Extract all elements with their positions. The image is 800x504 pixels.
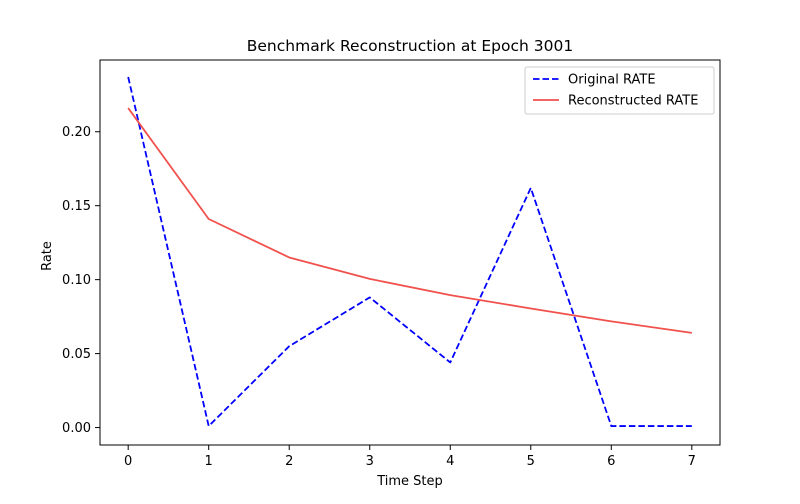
series-line-1	[127, 107, 692, 334]
x-tick-label-3: 3	[366, 454, 374, 469]
legend-label-0: Original RATE	[568, 73, 656, 88]
x-tick-label-1: 1	[205, 454, 213, 469]
series-line-0	[127, 76, 692, 427]
x-tick-label-2: 2	[285, 454, 293, 469]
y-tick-label-4: 0.20	[62, 125, 91, 140]
x-axis-label: Time Step	[376, 474, 443, 489]
legend-box	[524, 66, 715, 115]
x-tick-label-5: 5	[527, 454, 535, 469]
chart-title: Benchmark Reconstruction at Epoch 3001	[247, 37, 573, 55]
plot-frame	[99, 59, 721, 446]
y-axis-label: Rate	[40, 241, 55, 271]
y-tick-label-3: 0.15	[62, 199, 91, 214]
y-tick-label-2: 0.10	[62, 273, 91, 288]
x-tick-label-7: 7	[688, 454, 696, 469]
series-layer	[127, 76, 692, 427]
x-tick-label-4: 4	[446, 454, 454, 469]
x-tick-label-6: 6	[607, 454, 615, 469]
axes-layer: 0 1 2 3 4 5 6 7 0.00 0.05 0.10 0.15 0.20	[62, 59, 721, 469]
x-tick-label-0: 0	[124, 454, 132, 469]
legend: Original RATE Reconstructed RATE	[524, 66, 715, 115]
y-tick-label-1: 0.05	[62, 347, 91, 362]
y-tick-label-0: 0.00	[62, 421, 91, 436]
legend-label-1: Reconstructed RATE	[568, 94, 698, 109]
